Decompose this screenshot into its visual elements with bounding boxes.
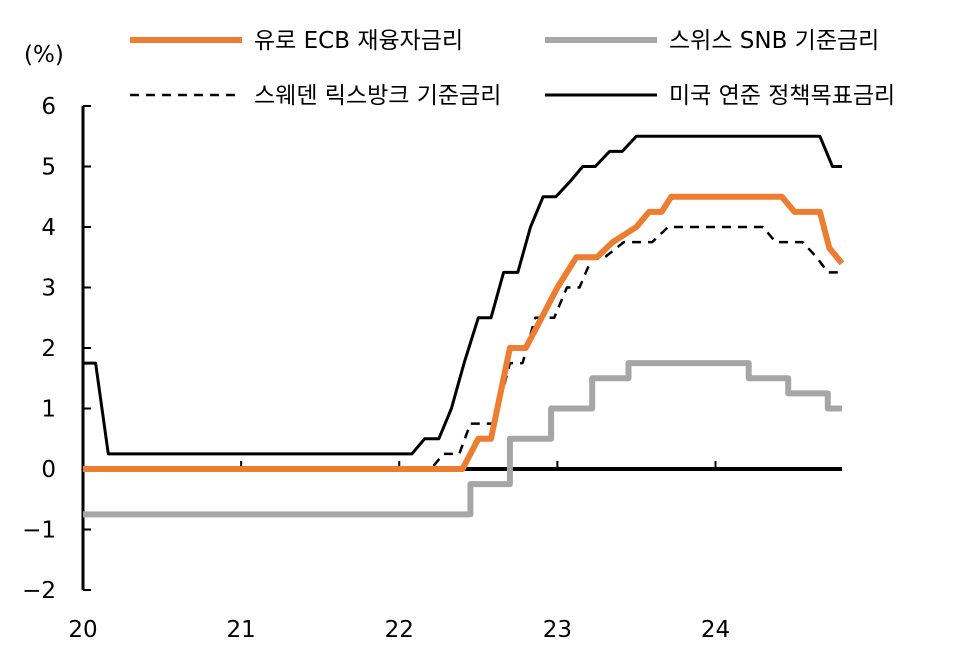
y-tick-label: 3 bbox=[41, 276, 56, 302]
y-tick-label: 2 bbox=[41, 336, 56, 362]
x-tick-label: 23 bbox=[543, 617, 572, 643]
series-line-2 bbox=[83, 225, 842, 471]
y-unit-label: (%) bbox=[24, 42, 64, 68]
legend-label-1: 스위스 SNB 기준금리 bbox=[669, 28, 879, 54]
y-tick-label: 1 bbox=[41, 397, 56, 423]
series-line-0 bbox=[83, 193, 845, 472]
x-tick-label: 24 bbox=[701, 617, 730, 643]
y-tick-label: −1 bbox=[22, 518, 56, 544]
x-tick-label: 20 bbox=[68, 617, 97, 643]
legend-label-2: 스웨덴 릭스방크 기준금리 bbox=[254, 83, 501, 109]
series-line-1 bbox=[83, 360, 842, 518]
legend-label-0: 유로 ECB 재융자금리 bbox=[254, 28, 463, 54]
legend-label-3: 미국 연준 정책목표금리 bbox=[669, 83, 895, 109]
y-tick-label: 4 bbox=[41, 215, 56, 241]
series-layer bbox=[83, 134, 845, 518]
x-tick-label: 21 bbox=[226, 617, 255, 643]
y-tick-label: 6 bbox=[41, 94, 56, 120]
series-line-3 bbox=[83, 134, 842, 456]
y-tick-label: −2 bbox=[22, 578, 56, 604]
y-tick-label: 0 bbox=[41, 457, 56, 483]
x-tick-label: 22 bbox=[385, 617, 414, 643]
y-tick-label: 5 bbox=[41, 155, 56, 181]
